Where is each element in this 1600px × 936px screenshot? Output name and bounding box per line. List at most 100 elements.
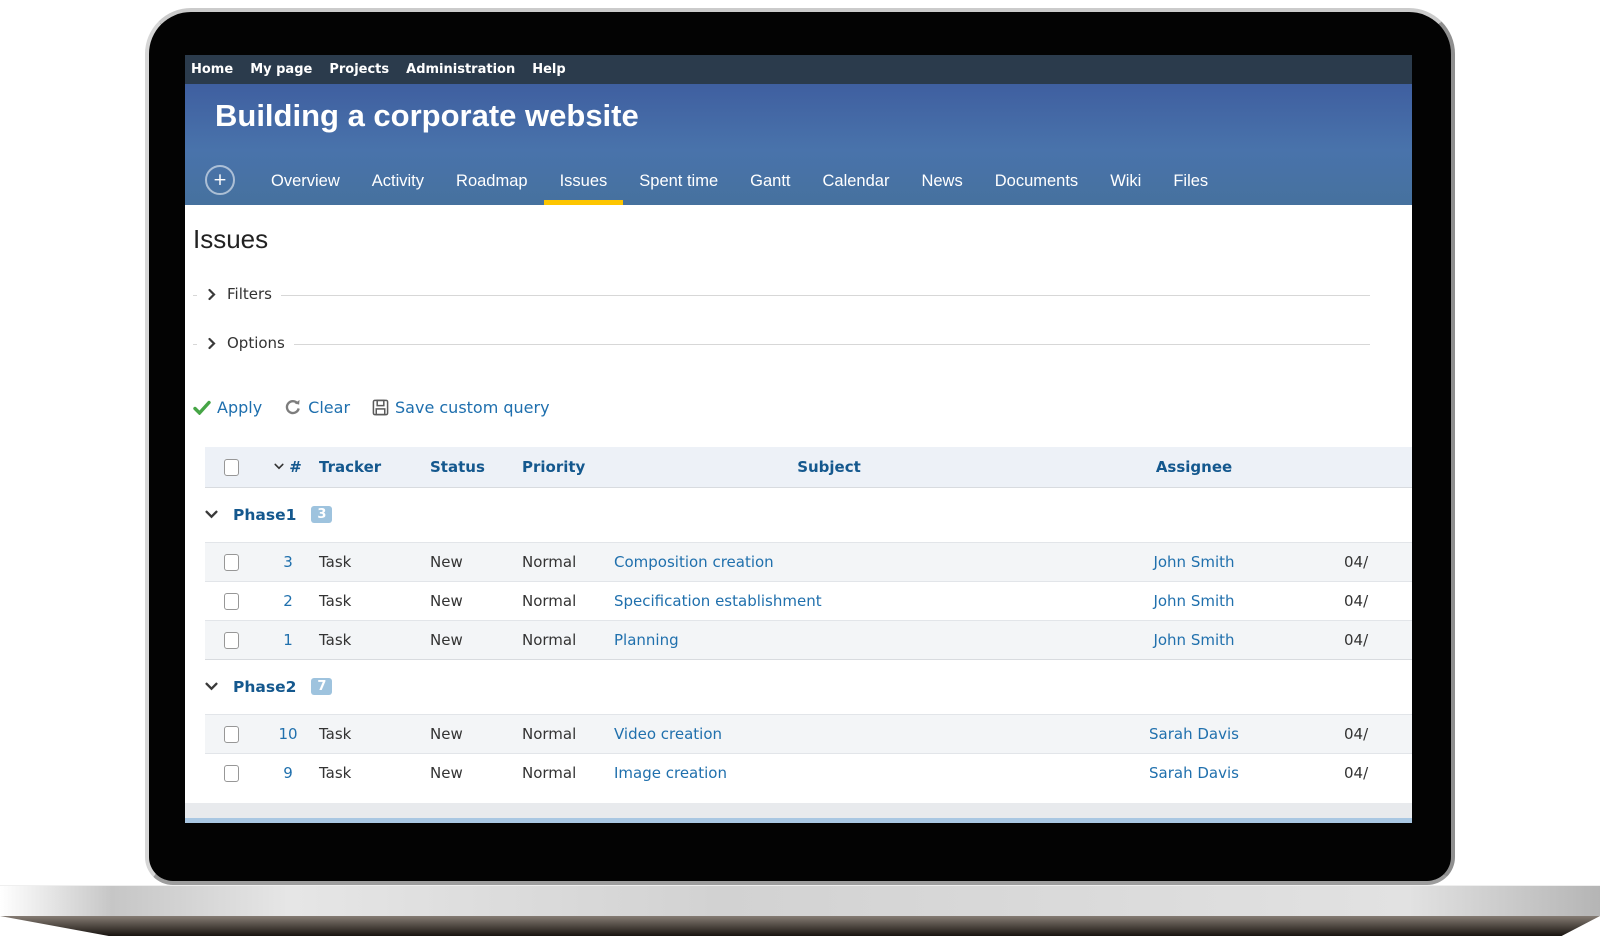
save-icon — [372, 399, 389, 415]
options-label: Options — [227, 334, 285, 352]
group-phase1: Phase1 3 3 Task New Normal Composition — [205, 487, 1412, 659]
laptop-base-shadow — [0, 916, 1600, 936]
tab-wiki[interactable]: Wiki — [1110, 172, 1142, 190]
group-name-link[interactable]: Phase1 — [233, 505, 297, 524]
tab-news[interactable]: News — [921, 172, 963, 190]
clear-button[interactable]: Clear — [284, 398, 350, 417]
issue-priority: Normal — [522, 763, 577, 782]
select-all-checkbox[interactable] — [223, 458, 239, 476]
issue-id-link[interactable]: 3 — [283, 552, 293, 571]
column-header-tracker[interactable]: Tracker — [319, 447, 430, 487]
row-checkbox[interactable] — [223, 553, 239, 571]
group-header-row: Phase2 7 — [205, 659, 1412, 714]
table-header-row: # Tracker Status Priority Subject Assign… — [205, 447, 1412, 487]
issue-assignee-link[interactable]: John Smith — [1153, 552, 1235, 571]
row-checkbox[interactable] — [223, 592, 239, 610]
tab-overview[interactable]: Overview — [271, 172, 340, 190]
group-header-row: Phase1 3 — [205, 487, 1412, 542]
issue-tracker: Task — [319, 763, 352, 782]
issue-updated-clipped: 04/ — [1344, 591, 1369, 610]
issues-page: Issues Filters Options — [185, 205, 1412, 823]
tab-activity[interactable]: Activity — [371, 172, 425, 190]
issue-row[interactable]: 3 Task New Normal Composition creation J… — [205, 542, 1412, 581]
save-custom-query-button[interactable]: Save custom query — [372, 398, 550, 417]
apply-label: Apply — [217, 397, 263, 417]
filters-toggle[interactable]: Filters — [197, 285, 281, 303]
group-phase2: Phase2 7 10 Task New Normal Video creat — [205, 659, 1412, 792]
issue-subject-link[interactable]: Image creation — [614, 763, 727, 782]
issue-status: New — [430, 724, 463, 743]
menu-item-my-page[interactable]: My page — [250, 62, 313, 77]
filters-label: Filters — [227, 285, 272, 303]
issue-assignee-link[interactable]: Sarah Davis — [1149, 763, 1239, 782]
chevron-down-icon[interactable] — [205, 510, 218, 519]
issue-id-link[interactable]: 10 — [278, 724, 298, 743]
menu-item-projects[interactable]: Projects — [329, 62, 390, 77]
issue-id-link[interactable]: 2 — [283, 591, 293, 610]
issue-status: New — [430, 591, 463, 610]
options-toggle[interactable]: Options — [197, 334, 294, 352]
issue-assignee-link[interactable]: Sarah Davis — [1149, 724, 1239, 743]
page-title: Issues — [193, 224, 269, 254]
menu-item-home[interactable]: Home — [191, 62, 234, 77]
issue-subject-link[interactable]: Planning — [614, 630, 679, 649]
column-header-updated — [1344, 447, 1412, 487]
issue-assignee-link[interactable]: John Smith — [1153, 591, 1235, 610]
issue-assignee-link[interactable]: John Smith — [1153, 630, 1235, 649]
tab-gantt[interactable]: Gantt — [750, 172, 791, 190]
chevron-right-icon — [208, 337, 216, 349]
column-header-status[interactable]: Status — [430, 447, 522, 487]
screen-bottom-edge — [185, 818, 1412, 823]
chevron-right-icon — [208, 288, 216, 300]
issue-subject-link[interactable]: Specification establishment — [614, 591, 822, 610]
row-checkbox[interactable] — [223, 631, 239, 649]
issue-priority: Normal — [522, 630, 577, 649]
tab-spent-time[interactable]: Spent time — [639, 172, 719, 190]
laptop-lid: Home My page Projects Administration Hel… — [145, 8, 1455, 885]
issue-tracker: Task — [319, 591, 352, 610]
issue-updated-clipped: 04/ — [1344, 630, 1369, 649]
issue-priority: Normal — [522, 591, 577, 610]
tab-issues[interactable]: Issues — [543, 172, 624, 205]
column-header-subject[interactable]: Subject — [614, 447, 1044, 487]
sort-desc-icon — [274, 463, 284, 470]
issue-row[interactable]: 2 Task New Normal Specification establis… — [205, 581, 1412, 620]
tab-documents[interactable]: Documents — [994, 172, 1079, 190]
issue-row[interactable]: 1 Task New Normal Planning John Smith 04… — [205, 620, 1412, 659]
issue-id-link[interactable]: 9 — [283, 763, 293, 782]
column-header-id[interactable]: # — [289, 457, 302, 476]
issue-status: New — [430, 763, 463, 782]
issue-row[interactable]: 9 Task New Normal Image creation Sarah D… — [205, 753, 1412, 792]
tab-calendar[interactable]: Calendar — [822, 172, 890, 190]
row-checkbox[interactable] — [223, 725, 239, 743]
add-button[interactable]: + — [205, 165, 235, 195]
apply-button[interactable]: Apply — [193, 398, 262, 417]
menu-item-help[interactable]: Help — [532, 62, 566, 77]
issue-updated-clipped: 04/ — [1344, 724, 1369, 743]
check-icon — [193, 400, 211, 415]
issue-subject-link[interactable]: Composition creation — [614, 552, 774, 571]
issue-status: New — [430, 552, 463, 571]
issue-subject-link[interactable]: Video creation — [614, 724, 723, 743]
save-custom-query-label: Save custom query — [395, 397, 550, 417]
issue-priority: Normal — [522, 724, 577, 743]
column-header-priority[interactable]: Priority — [522, 447, 614, 487]
clear-label: Clear — [308, 397, 351, 417]
issue-tracker: Task — [319, 630, 352, 649]
issue-row[interactable]: 10 Task New Normal Video creation Sarah … — [205, 714, 1412, 753]
column-header-assignee[interactable]: Assignee — [1044, 447, 1344, 487]
project-header: Building a corporate website + Overview … — [185, 84, 1412, 205]
plus-icon: + — [212, 169, 228, 190]
top-menu: Home My page Projects Administration Hel… — [185, 55, 1412, 84]
row-checkbox[interactable] — [223, 764, 239, 782]
group-name-link[interactable]: Phase2 — [233, 677, 297, 696]
chevron-down-icon[interactable] — [205, 682, 218, 691]
clipped-row-strip — [185, 803, 1412, 818]
menu-item-administration[interactable]: Administration — [406, 62, 516, 77]
laptop-base — [0, 885, 1600, 916]
issue-id-link[interactable]: 1 — [283, 630, 293, 649]
tab-roadmap[interactable]: Roadmap — [456, 172, 528, 190]
issue-updated-clipped: 04/ — [1344, 552, 1369, 571]
tab-files[interactable]: Files — [1173, 172, 1209, 190]
